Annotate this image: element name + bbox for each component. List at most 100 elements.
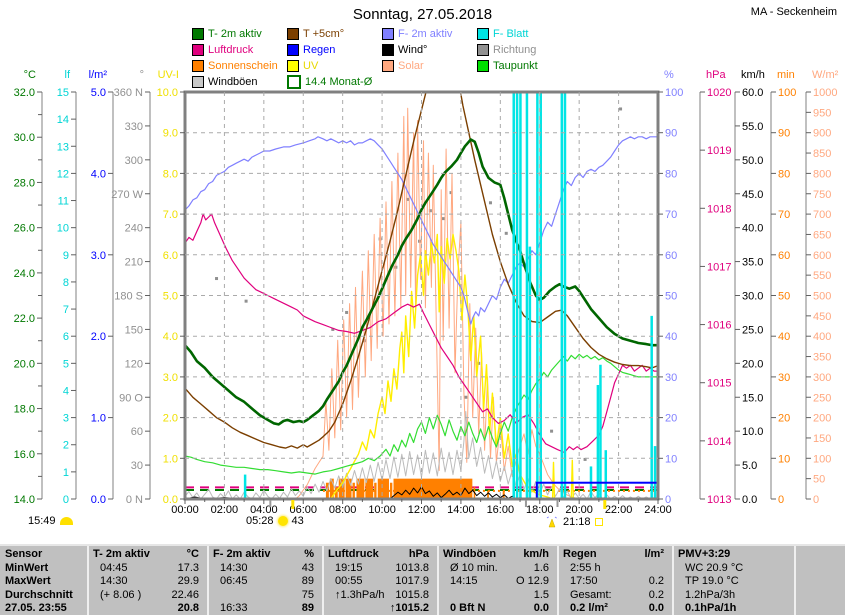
svg-text:0 N: 0 N [126, 494, 143, 506]
svg-text:3.0: 3.0 [163, 372, 178, 384]
svg-text:7: 7 [63, 304, 69, 316]
svg-text:120: 120 [125, 358, 143, 370]
svg-text:750: 750 [813, 189, 831, 201]
direction-dot [406, 197, 410, 201]
legend-item: Wind° [382, 43, 427, 56]
legend-swatch [287, 74, 301, 89]
day-length-value: 15:49 [28, 515, 56, 527]
svg-text:40: 40 [778, 331, 790, 343]
svg-text:50: 50 [665, 291, 677, 303]
svg-text:250: 250 [813, 392, 831, 404]
table-cell-value: 1.5 [533, 588, 549, 601]
legend-label: F- Blatt [493, 27, 529, 40]
table-row-label: 27.05. 23:55 [5, 602, 67, 615]
svg-text:20: 20 [665, 413, 677, 425]
direction-dot [345, 310, 349, 314]
direction-dot [244, 299, 248, 303]
table-cell-value: 1015.8 [395, 588, 429, 601]
direction-dot [428, 209, 432, 213]
svg-text:400: 400 [813, 331, 831, 343]
direction-dot [441, 217, 445, 221]
svg-text:80: 80 [778, 168, 790, 180]
sunshine-bar [389, 482, 393, 499]
svg-text:24:00: 24:00 [644, 504, 672, 516]
sunrise-time: 05:28 [246, 515, 274, 527]
table-cell-value: ↑1015.2 [389, 602, 429, 615]
legend-item: T +5cm° [287, 27, 344, 40]
rain-axis-header: l/m² [89, 69, 108, 81]
svg-text:50.0: 50.0 [742, 155, 763, 167]
svg-text:35.0: 35.0 [742, 257, 763, 269]
table-header-unit: °C [186, 548, 199, 560]
temp-axis-header: °C [24, 69, 36, 81]
direction-dot [449, 191, 453, 195]
svg-text:45.0: 45.0 [742, 189, 763, 201]
table-cell-text: 0.1hPa/1h [685, 602, 737, 615]
direction-dot [583, 457, 587, 461]
twilight-tick [556, 500, 559, 507]
table-cell-text: 14:15 [450, 575, 478, 588]
svg-text:700: 700 [813, 209, 831, 221]
svg-text:15: 15 [57, 87, 69, 99]
svg-text:10:00: 10:00 [368, 504, 396, 516]
svg-text:0: 0 [813, 494, 819, 506]
svg-text:900: 900 [813, 128, 831, 140]
svg-text:100: 100 [778, 87, 796, 99]
table-header: Luftdruck [328, 548, 379, 560]
table-cell-value: 89 [301, 575, 314, 588]
svg-text:14:00: 14:00 [447, 504, 475, 516]
percent-axis-header: % [664, 69, 674, 81]
svg-text:25.0: 25.0 [742, 324, 763, 336]
sunset-info: 21:18 [546, 515, 603, 528]
svg-text:10: 10 [778, 453, 790, 465]
svg-text:6.0: 6.0 [163, 250, 178, 262]
legend-item: Windböen [192, 75, 258, 88]
table-cell-value: 0.0 [648, 602, 664, 615]
svg-text:15.0: 15.0 [742, 392, 763, 404]
table-cell-value: 1.6 [533, 561, 549, 574]
svg-text:14.0: 14.0 [14, 494, 35, 506]
svg-text:9.0: 9.0 [163, 128, 178, 140]
legend-item: UV [287, 59, 318, 72]
legend-label: Regen [303, 43, 336, 56]
svg-text:4.0: 4.0 [91, 168, 106, 180]
table-separator [87, 546, 89, 615]
legend-label: F- 2m aktiv [398, 27, 453, 40]
sunset-square-icon [594, 517, 603, 526]
table-cell-value: 20.8 [177, 602, 199, 615]
table-cell-value: 22.46 [171, 588, 199, 601]
svg-text:150: 150 [125, 324, 143, 336]
svg-text:50: 50 [778, 291, 790, 303]
legend-item: Regen [287, 43, 335, 56]
sunset-time: 21:18 [563, 515, 591, 528]
table-cell-text: 00:55 [335, 575, 363, 588]
legend-label: Solar [398, 59, 424, 72]
sun-horizon-icon [59, 517, 73, 525]
series-Wind [185, 486, 658, 499]
table-cell-text: 16:33 [220, 602, 248, 615]
twilight-tick [524, 500, 527, 507]
table-cell-text: (+ 8.06 ) [100, 588, 142, 601]
table-cell-text: Gesamt: [570, 588, 612, 601]
sunshine-bar [345, 478, 352, 499]
windspeed-axis-header: km/h [741, 69, 765, 81]
svg-text:10.0: 10.0 [157, 87, 178, 99]
svg-text:28.0: 28.0 [14, 177, 35, 189]
svg-text:60: 60 [131, 426, 143, 438]
table-cell-text: WC 20.9 °C [685, 561, 744, 574]
legend-swatch [477, 27, 489, 40]
svg-text:180 S: 180 S [114, 291, 143, 303]
svg-text:3.0: 3.0 [91, 250, 106, 262]
legend-label: Taupunkt [493, 59, 538, 72]
svg-text:0.0: 0.0 [91, 494, 106, 506]
svg-text:30.0: 30.0 [742, 291, 763, 303]
table-row-label: MinWert [5, 561, 49, 574]
table-cell-value: 43 [301, 561, 314, 574]
legend-label: T- 2m aktiv [208, 27, 262, 40]
table-header: Sensor [5, 548, 43, 560]
svg-text:2.0: 2.0 [91, 331, 106, 343]
svg-text:16:00: 16:00 [487, 504, 515, 516]
legend-item: T- 2m aktiv [192, 27, 262, 40]
sunshine-bar [356, 478, 365, 499]
